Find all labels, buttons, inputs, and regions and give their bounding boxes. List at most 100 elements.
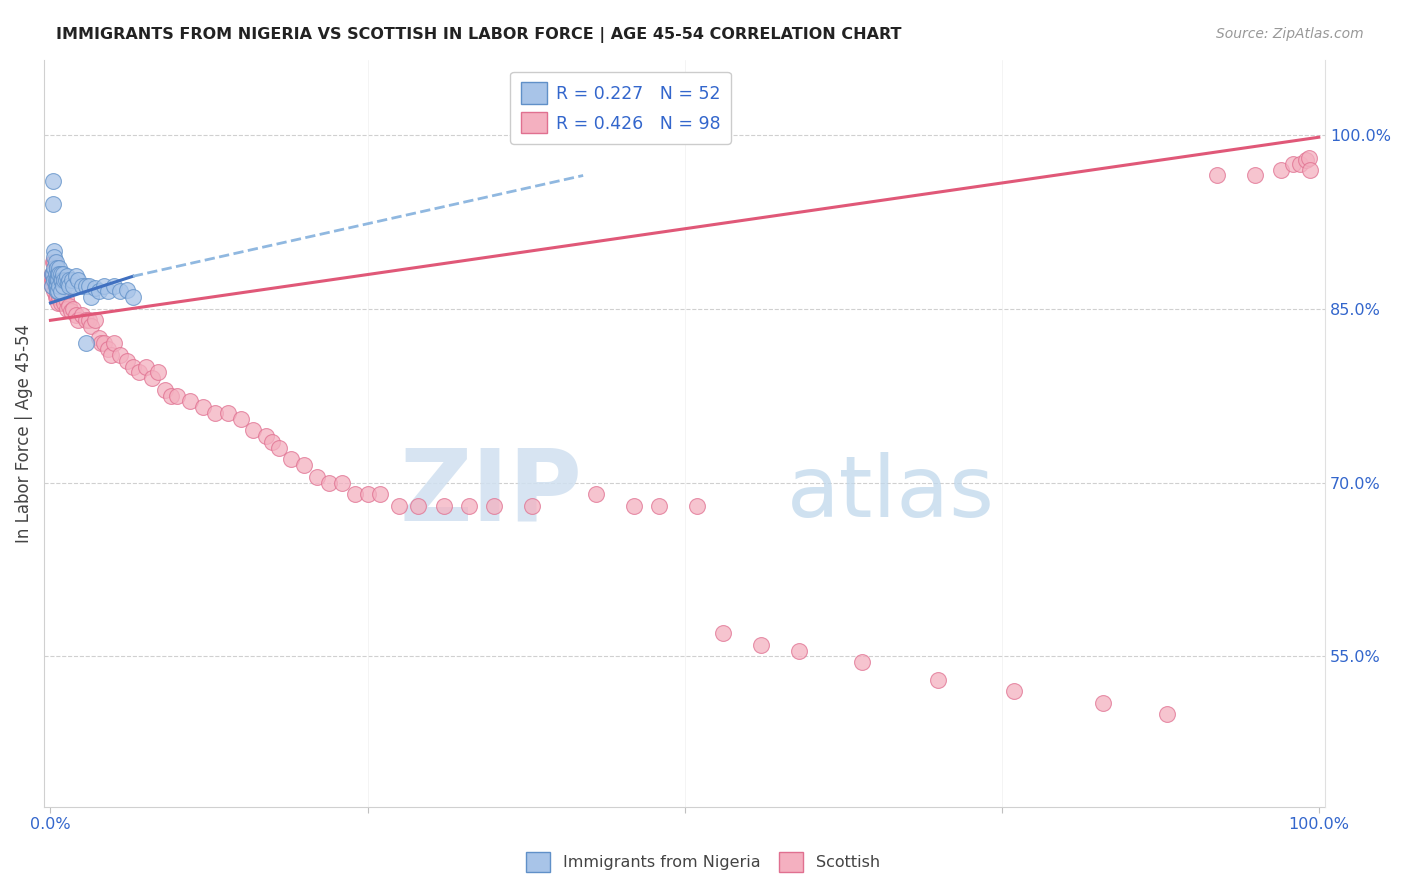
Point	[45, 273, 67, 287]
Point	[49, 285, 72, 299]
Point	[44, 278, 66, 293]
Point	[103, 278, 125, 293]
Point	[80, 319, 103, 334]
Point	[160, 389, 183, 403]
Point	[1298, 151, 1320, 165]
Point	[356, 487, 378, 501]
Point	[93, 278, 115, 293]
Point	[42, 255, 65, 269]
Point	[48, 267, 70, 281]
Point	[305, 469, 328, 483]
Point	[100, 348, 122, 362]
Point	[179, 394, 201, 409]
Point	[166, 389, 188, 403]
Point	[1299, 162, 1322, 177]
Point	[51, 273, 73, 287]
Point	[67, 273, 90, 287]
Point	[44, 261, 66, 276]
Point	[46, 296, 69, 310]
Point	[48, 290, 70, 304]
Point	[115, 354, 138, 368]
Point	[44, 273, 66, 287]
Point	[58, 273, 80, 287]
Point	[122, 359, 145, 374]
Point	[1270, 162, 1292, 177]
Point	[53, 273, 76, 287]
Point	[65, 308, 87, 322]
Point	[70, 308, 93, 322]
Point	[58, 277, 80, 291]
Point	[67, 313, 90, 327]
Point	[46, 273, 69, 287]
Point	[75, 336, 97, 351]
Point	[49, 285, 72, 299]
Point	[1092, 696, 1115, 710]
Point	[80, 290, 103, 304]
Point	[53, 296, 76, 310]
Point	[749, 638, 772, 652]
Point	[122, 290, 145, 304]
Point	[42, 267, 65, 281]
Point	[458, 499, 481, 513]
Point	[62, 301, 84, 316]
Point	[292, 458, 315, 472]
Point	[44, 267, 66, 281]
Point	[585, 487, 607, 501]
Point	[1282, 157, 1305, 171]
Point	[44, 244, 66, 258]
Point	[44, 255, 66, 269]
Point	[65, 269, 87, 284]
Point	[330, 475, 353, 490]
Point	[135, 359, 157, 374]
Legend: R = 0.227   N = 52, R = 0.426   N = 98: R = 0.227 N = 52, R = 0.426 N = 98	[510, 72, 731, 144]
Point	[686, 499, 709, 513]
Point	[128, 366, 150, 380]
Point	[41, 267, 63, 281]
Point	[62, 278, 84, 293]
Point	[44, 278, 66, 293]
Point	[242, 424, 264, 438]
Point	[55, 293, 77, 307]
Point	[48, 261, 70, 276]
Point	[70, 278, 93, 293]
Text: ZIP: ZIP	[399, 444, 582, 541]
Point	[60, 273, 83, 287]
Point	[191, 401, 214, 415]
Point	[48, 278, 70, 293]
Point	[522, 499, 544, 513]
Point	[44, 255, 66, 269]
Point	[49, 296, 72, 310]
Point	[58, 278, 80, 293]
Point	[343, 487, 366, 501]
Point	[1244, 169, 1267, 183]
Point	[51, 290, 73, 304]
Point	[41, 267, 63, 281]
Point	[623, 499, 645, 513]
Point	[77, 313, 100, 327]
Point	[52, 267, 75, 281]
Point	[56, 301, 79, 316]
Point	[44, 273, 66, 287]
Point	[267, 441, 290, 455]
Point	[44, 267, 66, 281]
Point	[55, 273, 77, 287]
Point	[42, 174, 65, 188]
Point	[87, 331, 110, 345]
Point	[49, 267, 72, 281]
Point	[42, 267, 65, 281]
Point	[44, 290, 66, 304]
Point	[52, 285, 75, 299]
Point	[711, 626, 734, 640]
Point	[46, 273, 69, 287]
Point	[45, 278, 67, 293]
Point	[1288, 157, 1310, 171]
Point	[115, 283, 138, 297]
Point	[46, 285, 69, 299]
Point	[1295, 153, 1317, 168]
Point	[90, 336, 112, 351]
Point	[229, 412, 252, 426]
Point	[45, 267, 67, 281]
Text: IMMIGRANTS FROM NIGERIA VS SCOTTISH IN LABOR FORCE | AGE 45-54 CORRELATION CHART: IMMIGRANTS FROM NIGERIA VS SCOTTISH IN L…	[56, 27, 901, 43]
Point	[217, 406, 239, 420]
Point	[59, 304, 82, 318]
